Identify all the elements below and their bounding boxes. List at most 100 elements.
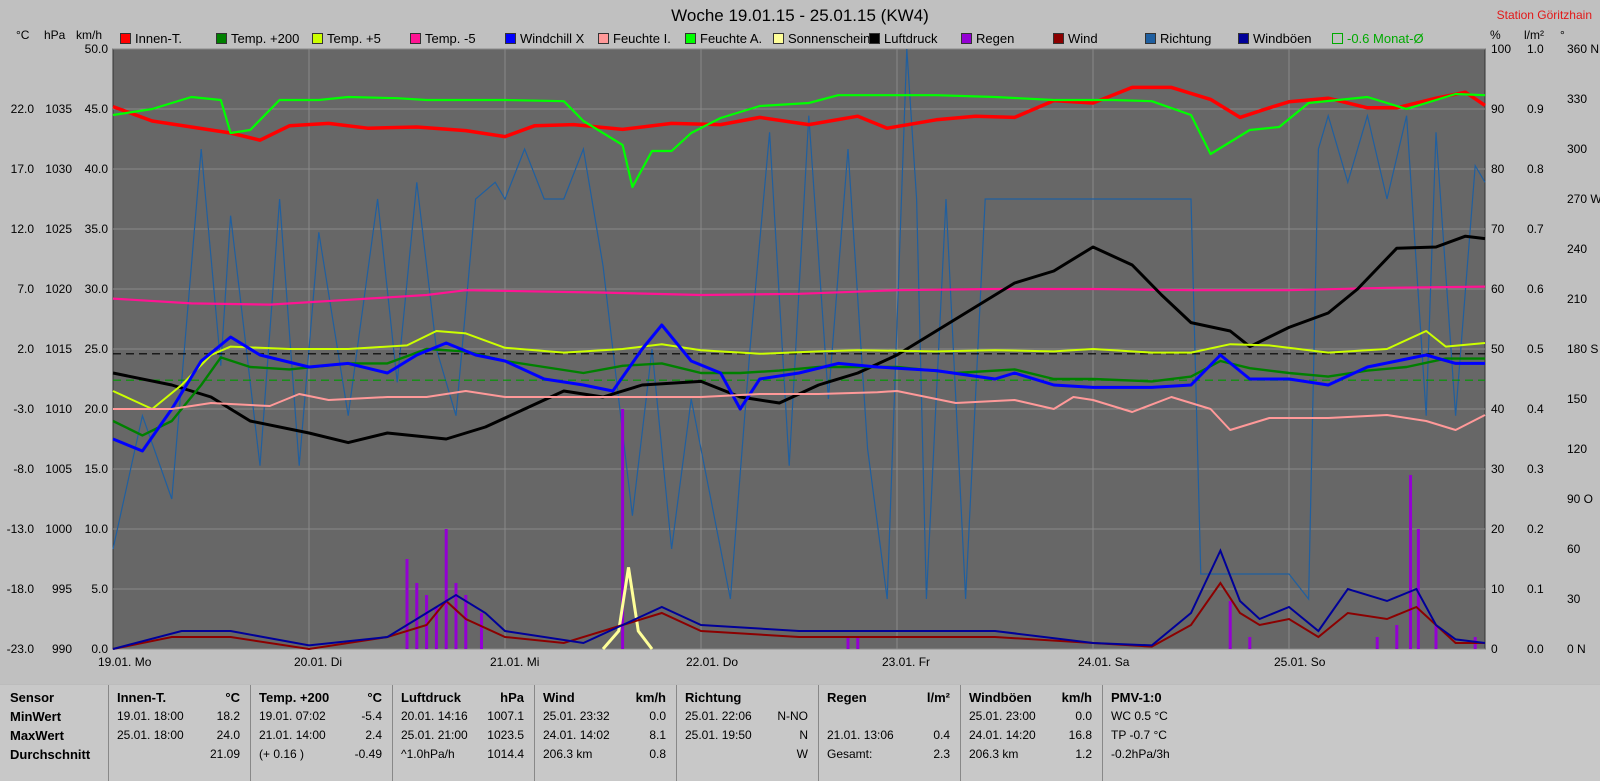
tick-day: 25.01. So [1274, 655, 1326, 669]
tick-percent: 30 [1491, 462, 1505, 476]
table-header: Sensor [10, 690, 55, 705]
legend-item: Temp. +5 [312, 31, 381, 46]
table-cell-value: 1014.4 [487, 747, 524, 761]
legend-item: Feuchte I. [598, 31, 671, 46]
tick-day: 19.01. Mo [98, 655, 152, 669]
table-cell-value: 8.1 [649, 728, 666, 742]
tick-lm2: 0.1 [1527, 582, 1544, 596]
table-row-label: MinWert [10, 709, 62, 724]
table-column: Regen l/m² 21.01. 13:06 0.4 Gesamt: 2.3 [818, 685, 960, 781]
legend-swatch [1238, 33, 1249, 44]
tick-lm2: 0.7 [1527, 222, 1544, 236]
unit-celsius: °C [16, 28, 30, 42]
tick-lm2: 0.6 [1527, 282, 1544, 296]
table-cell-value: 24.0 [216, 728, 240, 742]
table-cell-time: 206.3 km [543, 747, 593, 761]
table-cell-value: 21.09 [209, 747, 240, 761]
tick-degree: 210 [1567, 292, 1588, 306]
tick-lm2: 1.0 [1527, 42, 1544, 56]
table-column-unit: hPa [500, 690, 524, 705]
legend-item: Temp. +200 [216, 31, 299, 46]
legend-item: Sonnenschein [773, 31, 870, 46]
legend-label: Innen-T. [135, 31, 182, 46]
table-cell-time: 25.01. 22:06 [685, 709, 752, 723]
tick-percent: 20 [1491, 522, 1505, 536]
tick-hpa: 1000 [45, 522, 72, 536]
table-cell-time: 25.01. 23:00 [969, 709, 1036, 723]
legend-item: Luftdruck [869, 31, 937, 46]
table-column-sensor: Sensor MinWert MaxWert Durchschnitt [0, 685, 108, 781]
series-sonnenschein [601, 567, 654, 650]
table-cell-value: 1.2 [1075, 747, 1092, 761]
tick-temp: 17.0 [10, 162, 34, 176]
legend-item: Richtung [1145, 31, 1211, 46]
tick-kmh: 50.0 [84, 42, 108, 56]
tick-kmh: 20.0 [84, 402, 108, 416]
series-windchill-x [112, 323, 1485, 453]
tick-day: 22.01. Do [686, 655, 739, 669]
table-cell-value: 2.3 [933, 747, 950, 761]
series-wind [112, 581, 1485, 651]
table-column-title: Luftdruck [401, 690, 461, 705]
tick-percent: 10 [1491, 582, 1505, 596]
legend-swatch [505, 33, 516, 44]
table-cell-time: -0.2hPa/3h [1111, 747, 1170, 761]
legend-label: -0.6 Monat-Ø [1347, 31, 1424, 46]
legend-item: Feuchte A. [685, 31, 762, 46]
table-cell-value: 1007.1 [487, 709, 524, 723]
tick-lm2: 0.9 [1527, 102, 1544, 116]
table-column: Luftdruck hPa 20.01. 14:16 1007.1 25.01. 21:… [392, 685, 534, 781]
table-column: Wind km/h 25.01. 23:32 0.0 24.01. 14:02 8.1 20… [534, 685, 676, 781]
table-column-title: Innen-T. [117, 690, 167, 705]
unit-percent: % [1490, 28, 1501, 42]
table-cell-time: 21.01. 13:06 [827, 728, 894, 742]
series-temp-5 [112, 330, 1486, 410]
legend-swatch [685, 33, 696, 44]
tick-percent: 70 [1491, 222, 1505, 236]
table-column: Richtung 25.01. 22:06 N-NO 25.01. 19:50 N W [676, 685, 818, 781]
table-cell-value: 16.8 [1068, 728, 1092, 742]
table-column: Windböen km/h 25.01. 23:00 0.0 24.01. 14:20 1… [960, 685, 1102, 781]
table-cell-value: 0.0 [649, 709, 666, 723]
tick-temp: -23.0 [6, 642, 34, 656]
chart-plot [112, 48, 1486, 651]
legend-label: Temp. +200 [231, 31, 300, 46]
table-cell-time: 19.01. 18:00 [117, 709, 184, 723]
tick-degree: 60 [1567, 542, 1581, 556]
table-column-unit: km/h [1061, 690, 1092, 705]
legend-item: Windchill X [505, 31, 584, 46]
table-cell-time: 24.01. 14:02 [543, 728, 610, 742]
tick-temp: -18.0 [6, 582, 34, 596]
series-feuchte-a- [112, 92, 1486, 189]
table-cell-time: 19.01. 07:02 [259, 709, 326, 723]
legend-label: Richtung [1160, 31, 1212, 46]
tick-kmh: 25.0 [84, 342, 108, 356]
series-feuchte-i- [113, 390, 1486, 431]
table-column-unit: km/h [635, 690, 666, 705]
table-cell-time: TP -0.7 °C [1111, 728, 1167, 742]
legend-label: Feuchte I. [613, 31, 671, 46]
legend-item: Regen [961, 31, 1014, 46]
tick-degree: 0 N [1567, 642, 1586, 656]
unit-hpa: hPa [44, 28, 66, 42]
tick-temp: -3.0 [13, 402, 34, 416]
tick-degree: 90 O [1567, 492, 1594, 506]
tick-hpa: 990 [51, 642, 72, 656]
tick-kmh: 40.0 [84, 162, 108, 176]
table-cell-time: 20.01. 14:16 [401, 709, 468, 723]
table-column-title: PMV-1:0 [1111, 690, 1162, 705]
tick-hpa: 995 [51, 582, 72, 596]
series-windboeen [112, 548, 1486, 650]
tick-hpa: 1005 [45, 462, 72, 476]
table-cell-value: 2.4 [365, 728, 382, 742]
series-luftdruck [112, 234, 1486, 445]
table-column-unit: °C [225, 690, 240, 705]
legend: Innen-T. Temp. +200 Temp. +5 Temp. -5 Windch… [120, 31, 1460, 47]
table-cell-time: 21.01. 14:00 [259, 728, 326, 742]
table-cell-time: (+ 0.16 ) [259, 747, 305, 761]
table-column-title: Windböen [969, 690, 1032, 705]
tick-degree: 270 W [1567, 192, 1600, 206]
legend-label: Windböen [1253, 31, 1312, 46]
legend-swatch [598, 33, 609, 44]
tick-temp: 22.0 [10, 102, 34, 116]
